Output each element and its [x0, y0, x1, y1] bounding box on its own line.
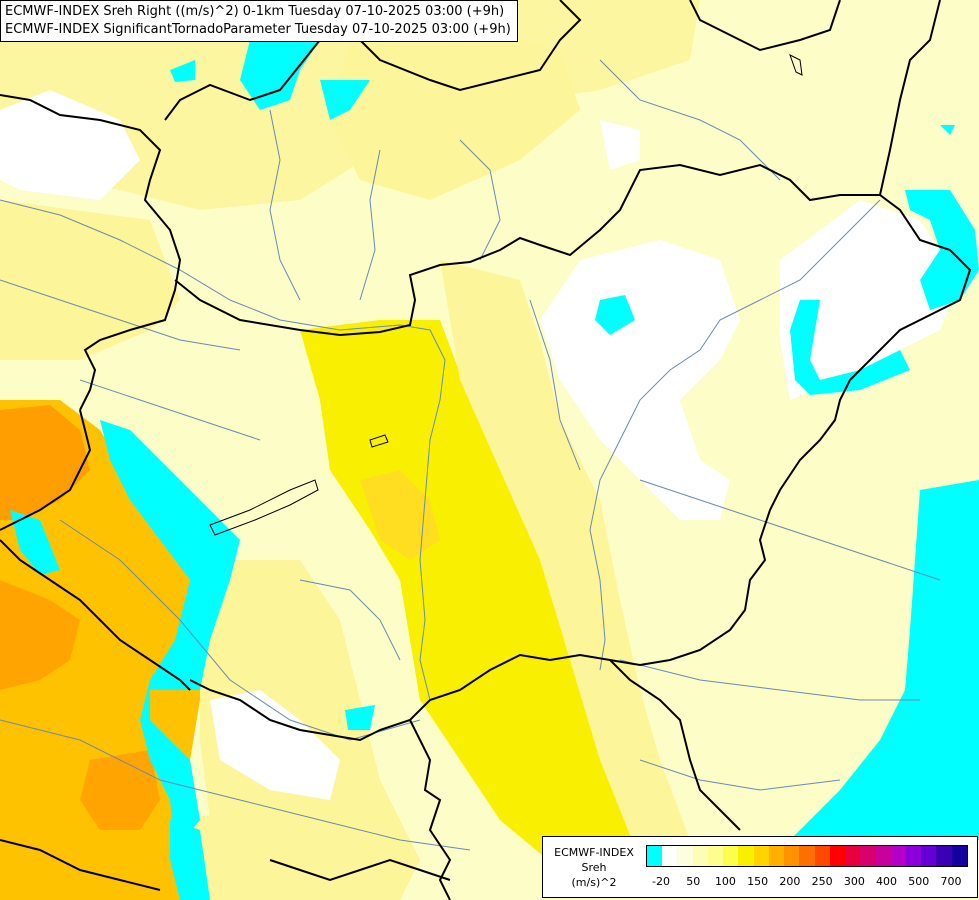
border-north-slovakia — [164, 0, 582, 121]
field-cyan-southeast — [790, 480, 979, 840]
legend-swatch — [799, 846, 815, 866]
border-north-east — [689, 0, 841, 52]
field-cyan-small-e — [940, 125, 955, 135]
field-dark-orange-west2 — [0, 580, 80, 690]
river-central1 — [529, 299, 581, 471]
river-sava — [0, 719, 471, 851]
legend-tick-label: 300 — [843, 875, 865, 888]
legend-swatch — [738, 846, 754, 866]
legend-swatch — [921, 846, 937, 866]
field-white-sw-strip — [210, 690, 340, 800]
river-tisza — [589, 199, 881, 671]
map-title-box: ECMWF-INDEX Sreh Right ((m/s)^2) 0-1km T… — [0, 0, 518, 42]
river-center2 — [299, 579, 401, 661]
lake-small-center — [369, 434, 389, 448]
color-legend: ECMWF-INDEX Sreh (m/s)^2 -20 50 100 150 200 2… — [542, 836, 978, 898]
field-cyan-west-small — [10, 510, 60, 575]
river-west2 — [79, 379, 261, 441]
legend-tick-label: 700 — [940, 875, 962, 888]
legend-swatch — [784, 846, 800, 866]
border-slovenia-croatia — [0, 539, 191, 691]
field-cyan-small-nw — [170, 60, 195, 82]
legend-swatch — [814, 846, 830, 866]
river-north3 — [459, 139, 501, 261]
field-light-yellow-south — [180, 800, 330, 900]
legend-tick-label: 50 — [686, 875, 701, 888]
legend-swatch — [860, 846, 876, 866]
legend-swatch — [677, 846, 693, 866]
legend-swatch — [845, 846, 861, 866]
legend-tick-label: 500 — [908, 875, 930, 888]
border-west-austria — [0, 409, 92, 531]
legend-swatch — [875, 846, 891, 866]
legend-tick-label: 250 — [811, 875, 833, 888]
legend-swatch — [662, 846, 678, 866]
legend-tick-label: 150 — [747, 875, 769, 888]
legend-tick-label: 200 — [779, 875, 801, 888]
field-cyan-south-small — [345, 705, 375, 730]
field-cyan-sw-corner — [170, 820, 210, 900]
legend-swatch — [707, 846, 724, 866]
legend-swatch — [829, 846, 846, 866]
river-north4 — [599, 59, 781, 181]
map-title-line2: ECMWF-INDEX SignificantTornadoParameter … — [5, 22, 511, 37]
legend-swatch — [753, 846, 769, 866]
river-north1 — [269, 109, 301, 301]
field-light-yellow-central — [440, 260, 690, 860]
legend-swatch — [905, 846, 922, 866]
border-southwest — [0, 839, 161, 891]
legend-swatch — [647, 846, 663, 866]
field-cyan-east-patch — [595, 295, 635, 335]
map-title-line1: ECMWF-INDEX Sreh Right ((m/s)^2) 0-1km T… — [5, 4, 505, 19]
field-cyan-west-band — [100, 420, 240, 850]
legend-label: ECMWF-INDEX Sreh (m/s)^2 — [545, 845, 643, 890]
field-cyan-northeast — [905, 190, 979, 310]
legend-tick-label: 400 — [876, 875, 898, 888]
legend-tick-label: -20 — [652, 875, 670, 888]
legend-swatch — [768, 846, 785, 866]
field-white-north-center — [600, 120, 640, 170]
border-hungary-north — [174, 163, 972, 381]
legend-swatch — [951, 846, 967, 866]
legend-tick-label: 100 — [714, 875, 736, 888]
border-romania-serbia — [609, 659, 741, 831]
legend-label-line1: ECMWF-INDEX — [554, 846, 634, 859]
border-ukraine — [879, 0, 941, 196]
legend-label-line2: Sreh — [581, 861, 607, 874]
river-east2 — [619, 659, 920, 701]
field-cyan-east-ridge — [790, 300, 910, 395]
border-northwest — [0, 94, 182, 411]
lake-small-ne — [789, 53, 803, 76]
field-dark-orange-sw — [80, 750, 160, 830]
river-danube — [0, 199, 446, 701]
legend-swatch — [936, 846, 952, 866]
field-white-northeast — [780, 200, 960, 400]
river-drava — [59, 519, 421, 741]
field-gold-patch-center — [360, 470, 440, 560]
field-cyan-north-patch — [320, 80, 370, 120]
river-east1 — [639, 479, 941, 581]
legend-swatch — [890, 846, 906, 866]
border-south-bosnia — [269, 858, 451, 882]
legend-color-scale — [646, 845, 968, 867]
legend-swatch — [723, 846, 739, 866]
field-yellow-central-band — [300, 320, 640, 870]
river-se — [639, 759, 841, 791]
legend-label-line3: (m/s)^2 — [571, 876, 617, 889]
field-white-east — [540, 240, 740, 520]
rivers — [0, 59, 941, 851]
river-west1 — [0, 279, 241, 351]
lake-balaton — [209, 479, 319, 536]
border-croatia-serbia — [409, 719, 452, 900]
river-north2 — [359, 149, 381, 301]
field-light-yellow-west — [0, 200, 180, 360]
legend-swatch — [692, 846, 708, 866]
field-white-nw — [0, 90, 140, 200]
